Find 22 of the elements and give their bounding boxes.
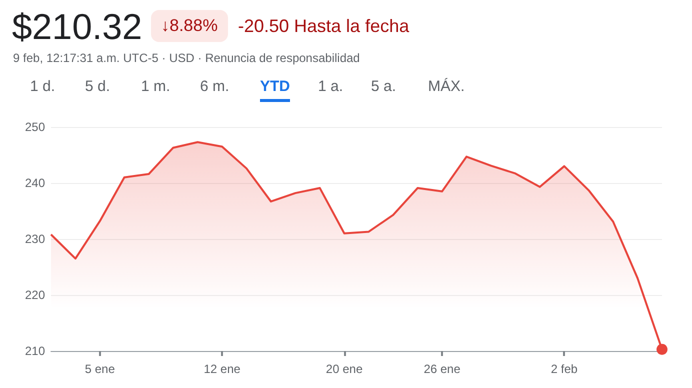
y-tick-label: 210 bbox=[24, 344, 46, 358]
text: 5 a. bbox=[371, 78, 396, 97]
x-tick-label: 26 ene bbox=[424, 362, 461, 376]
x-tick-label: 20 ene bbox=[326, 362, 363, 376]
x-tick-label: 2 feb bbox=[550, 362, 578, 376]
text: 1 d. bbox=[30, 78, 56, 97]
text: 6 m. bbox=[200, 78, 230, 97]
text: ↓8.88% bbox=[151, 10, 228, 42]
chart-subtitle: 9 feb, 12:17:31 a.m. UTC-5 · USD · Renuncia de responsabilidad bbox=[13, 51, 360, 65]
text: -20.50 Hasta la fecha bbox=[238, 15, 410, 38]
y-tick-label: 240 bbox=[24, 176, 46, 190]
text: 5 d. bbox=[85, 78, 110, 97]
y-tick-label: 250 bbox=[24, 120, 46, 134]
text: MÁX. bbox=[428, 78, 465, 97]
text: 1 a. bbox=[318, 78, 344, 97]
x-tick-label: 5 ene bbox=[84, 362, 116, 376]
y-tick-label: 220 bbox=[24, 288, 46, 302]
text: 1 m. bbox=[141, 78, 170, 97]
chart-title: $210.32 bbox=[12, 6, 142, 48]
y-tick-label: 230 bbox=[24, 232, 46, 246]
x-tick-label: 12 ene bbox=[204, 362, 241, 376]
text: YTD bbox=[260, 78, 290, 102]
